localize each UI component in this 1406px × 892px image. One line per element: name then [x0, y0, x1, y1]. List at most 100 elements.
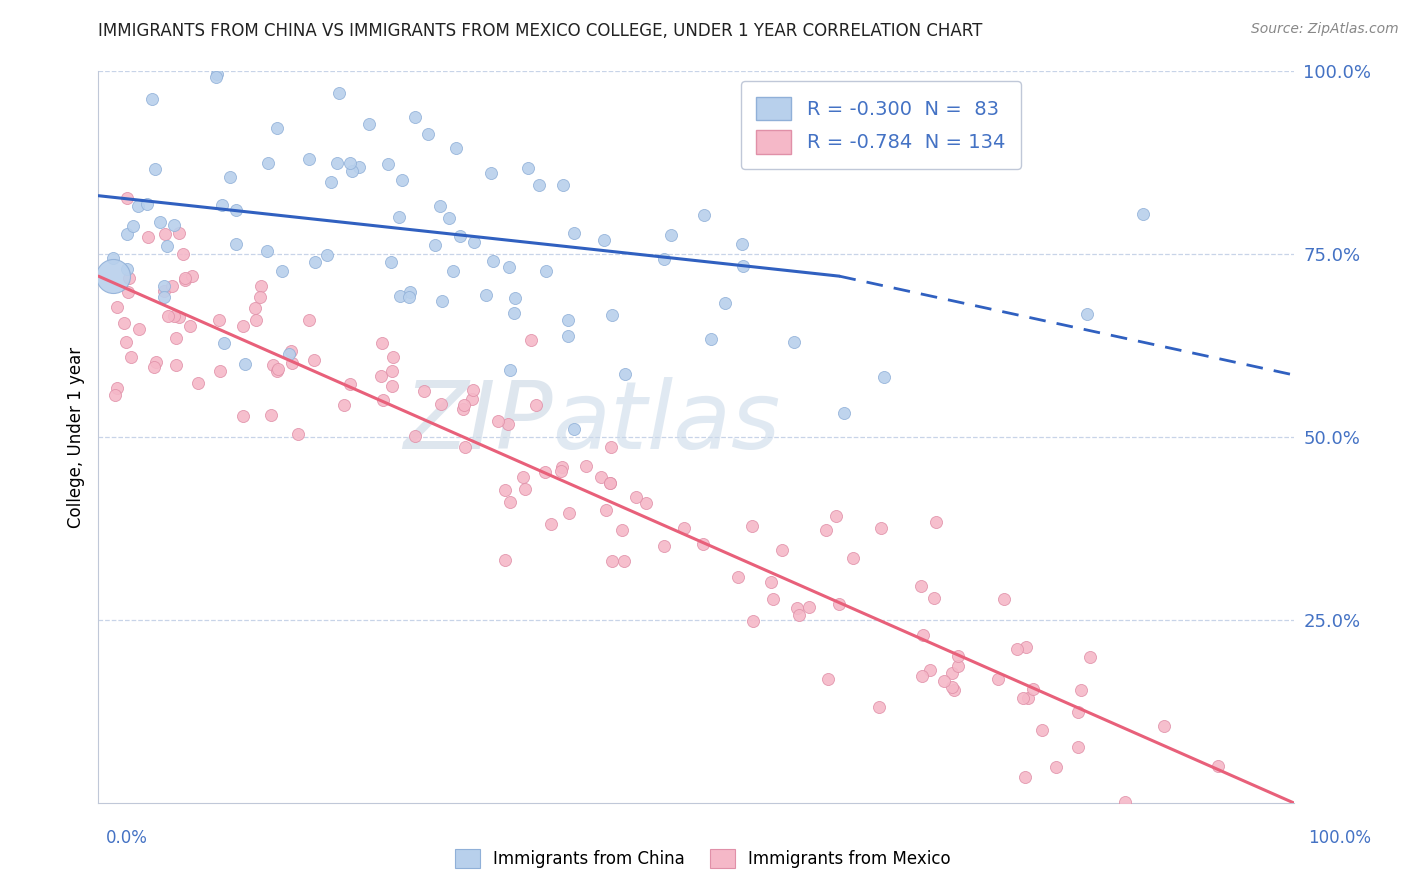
Point: [834, 406, 856, 420]
Point: [463, 235, 485, 250]
Point: [946, 659, 969, 673]
Point: [727, 569, 749, 583]
Point: [104, 388, 127, 402]
Point: [814, 523, 837, 537]
Point: [1066, 705, 1088, 719]
Point: [551, 178, 574, 193]
Point: [271, 264, 294, 278]
Point: [624, 490, 647, 504]
Point: [941, 680, 963, 694]
Point: [1070, 683, 1092, 698]
Point: [370, 368, 392, 383]
Y-axis label: College, Under 1 year: College, Under 1 year: [66, 346, 84, 528]
Point: [652, 539, 675, 553]
Legend: R = -0.300  N =  83, R = -0.784  N = 134: R = -0.300 N = 83, R = -0.784 N = 134: [741, 81, 1021, 169]
Point: [209, 364, 232, 378]
Point: [172, 247, 194, 261]
Point: [513, 482, 536, 496]
Point: [149, 215, 172, 229]
Point: [486, 414, 509, 428]
Point: [266, 364, 288, 378]
Point: [304, 255, 326, 269]
Point: [152, 290, 174, 304]
Point: [316, 248, 339, 262]
Point: [993, 591, 1015, 606]
Point: [225, 236, 247, 251]
Point: [233, 357, 256, 371]
Point: [153, 284, 176, 298]
Point: [652, 252, 675, 266]
Point: [340, 164, 363, 178]
Point: [911, 669, 934, 683]
Point: [1132, 207, 1154, 221]
Point: [249, 290, 271, 304]
Point: [828, 597, 851, 611]
Legend: Immigrants from China, Immigrants from Mexico: Immigrants from China, Immigrants from M…: [449, 842, 957, 875]
Point: [1078, 650, 1101, 665]
Point: [912, 628, 935, 642]
Point: [786, 601, 808, 615]
Point: [212, 335, 235, 350]
Point: [444, 141, 467, 155]
Point: [494, 483, 516, 498]
Point: [1014, 640, 1036, 655]
Point: [461, 384, 484, 398]
Text: IMMIGRANTS FROM CHINA VS IMMIGRANTS FROM MEXICO COLLEGE, UNDER 1 YEAR CORRELATIO: IMMIGRANTS FROM CHINA VS IMMIGRANTS FROM…: [98, 22, 983, 40]
Point: [174, 272, 197, 286]
Point: [423, 238, 446, 252]
Point: [339, 377, 361, 392]
Point: [357, 118, 380, 132]
Point: [503, 306, 526, 320]
Point: [326, 155, 349, 169]
Point: [759, 574, 782, 589]
Point: [232, 318, 254, 333]
Point: [562, 226, 585, 240]
Point: [381, 363, 404, 377]
Point: [932, 674, 955, 689]
Point: [267, 362, 290, 376]
Point: [783, 335, 806, 350]
Point: [714, 295, 737, 310]
Point: [208, 313, 231, 327]
Point: [1153, 718, 1175, 732]
Point: [443, 264, 465, 278]
Point: [600, 308, 623, 322]
Point: [1012, 690, 1035, 705]
Point: [163, 309, 186, 323]
Point: [789, 607, 811, 622]
Point: [943, 682, 966, 697]
Point: [868, 700, 890, 714]
Point: [482, 254, 505, 268]
Point: [731, 237, 754, 252]
Point: [1076, 307, 1098, 321]
Point: [925, 515, 948, 529]
Point: [557, 329, 579, 343]
Point: [672, 520, 695, 534]
Point: [600, 440, 623, 454]
Text: ZIP: ZIP: [404, 377, 553, 468]
Point: [250, 279, 273, 293]
Point: [498, 417, 520, 431]
Point: [143, 359, 166, 374]
Point: [262, 358, 284, 372]
Point: [533, 465, 555, 479]
Point: [741, 518, 763, 533]
Point: [700, 332, 723, 346]
Point: [257, 156, 280, 170]
Point: [117, 191, 139, 205]
Point: [319, 175, 342, 189]
Point: [156, 238, 179, 252]
Point: [920, 663, 942, 677]
Point: [211, 197, 233, 211]
Point: [207, 67, 229, 81]
Point: [156, 309, 179, 323]
Point: [529, 178, 551, 192]
Point: [281, 356, 304, 370]
Point: [1045, 760, 1067, 774]
Point: [770, 543, 793, 558]
Point: [461, 392, 484, 406]
Point: [499, 495, 522, 509]
Point: [225, 202, 247, 217]
Point: [105, 300, 128, 314]
Point: [595, 503, 617, 517]
